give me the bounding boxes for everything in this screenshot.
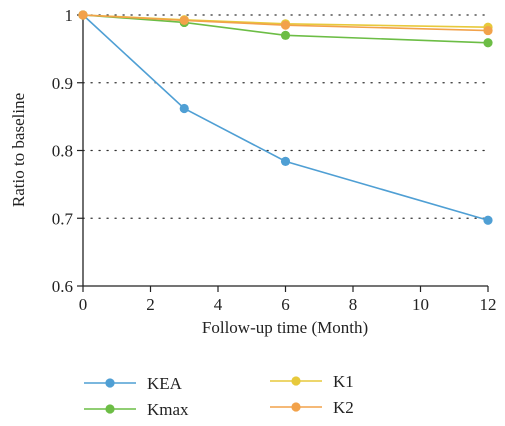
x-tick-label-3: 6: [281, 295, 290, 314]
legend: KEA Kmax K1 K2: [84, 372, 354, 419]
data-point-k2-1: [179, 15, 189, 26]
series-line-k2: [82, 14, 489, 32]
y-tick-label-3: 0.9: [52, 74, 73, 93]
data-point-kmax-3: [483, 38, 493, 48]
legend-item-kea: KEA: [84, 374, 183, 393]
axes: [77, 14, 489, 292]
legend-item-kmax: Kmax: [84, 400, 189, 419]
y-tick-label-1: 0.7: [52, 209, 74, 228]
data-point-k2-0: [78, 10, 88, 20]
x-tick-label-2: 4: [214, 295, 223, 314]
series: [78, 10, 493, 225]
legend-label-k1: K1: [333, 372, 354, 391]
legend-marker-kea: [105, 378, 115, 388]
legend-item-k1: K1: [270, 372, 354, 391]
legend-label-k2: K2: [333, 398, 354, 417]
tick-labels: 0.60.70.80.910 2 4 6 8 10 12: [52, 6, 497, 314]
x-tick-label-5: 10: [412, 295, 429, 314]
y-axis-label: Ratio to baseline: [9, 93, 28, 207]
data-point-kea-1: [179, 103, 189, 114]
series-kea: [78, 10, 493, 225]
y-tick-label-2: 0.8: [52, 142, 73, 161]
series-line-kea: [82, 14, 489, 222]
series-line-kmax: [82, 14, 489, 44]
x-tick-label-0: 0: [79, 295, 88, 314]
data-point-kea-3: [483, 215, 493, 225]
data-point-kea-2: [280, 156, 291, 166]
x-tick-label-1: 2: [146, 295, 155, 314]
data-point-k2-3: [483, 25, 493, 36]
grid-lines: [82, 14, 489, 219]
legend-marker-kmax: [105, 404, 115, 414]
series-k2: [78, 10, 493, 36]
x-axis-label: Follow-up time (Month): [202, 318, 368, 337]
legend-item-k2: K2: [270, 398, 354, 417]
x-tick-label-4: 8: [349, 295, 358, 314]
y-tick-label-0: 0.6: [52, 277, 73, 296]
x-tick-label-6: 12: [480, 295, 497, 314]
legend-label-kmax: Kmax: [147, 400, 189, 419]
data-point-kmax-2: [280, 30, 291, 40]
legend-marker-k1: [291, 376, 301, 386]
legend-label-kea: KEA: [147, 374, 183, 393]
y-tick-label-4: 1: [65, 6, 74, 25]
legend-marker-k2: [291, 402, 301, 412]
data-point-k2-2: [280, 20, 291, 30]
